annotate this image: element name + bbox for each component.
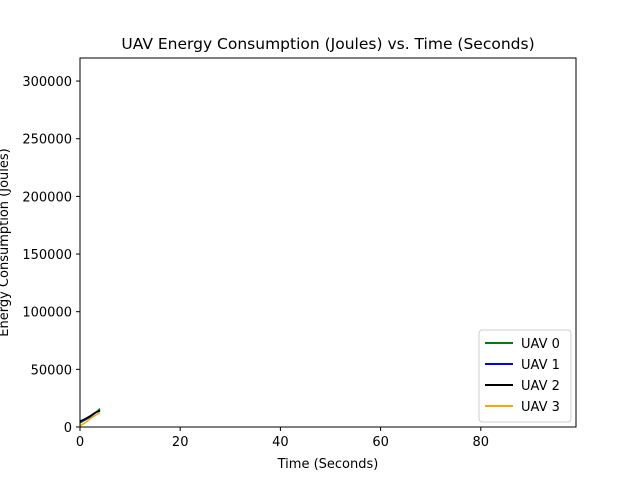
series-line-uav-3	[79, 411, 101, 427]
legend-label-uav-2: UAV 2	[521, 379, 560, 394]
legend-label-uav-0: UAV 0	[521, 337, 560, 352]
x-tick-label: 80	[473, 435, 490, 450]
x-tick-label: 40	[272, 435, 289, 450]
x-tick-label: 0	[76, 435, 84, 450]
chart-title: UAV Energy Consumption (Joules) vs. Time…	[121, 35, 534, 53]
y-tick-label: 150000	[22, 248, 72, 263]
plot-frame	[79, 57, 577, 428]
y-tick-label: 300000	[22, 75, 72, 90]
legend-label-uav-1: UAV 1	[521, 358, 560, 373]
x-tick-label: 60	[372, 435, 389, 450]
y-tick-label: 50000	[31, 363, 72, 378]
y-tick-label: 0	[64, 421, 72, 436]
y-tick-label: 200000	[22, 190, 72, 205]
y-tick-label: 100000	[22, 306, 72, 321]
y-axis-label: Energy Consumption (Joules)	[0, 148, 12, 336]
legend-label-uav-3: UAV 3	[521, 400, 560, 415]
x-axis-label: Time (Seconds)	[277, 457, 379, 472]
legend-box	[478, 329, 572, 423]
x-tick-label: 20	[172, 435, 189, 450]
plot-lines	[79, 407, 101, 427]
legend: UAV 0 UAV 1 UAV 2 UAV 3	[478, 329, 572, 423]
x-axis-ticks: 0 20 40 60 80	[76, 427, 489, 450]
y-axis-ticks: 0 50000 100000 150000 200000 250000 300000	[22, 75, 80, 436]
series-line-uav-2	[79, 410, 101, 422]
y-tick-label: 250000	[22, 133, 72, 148]
